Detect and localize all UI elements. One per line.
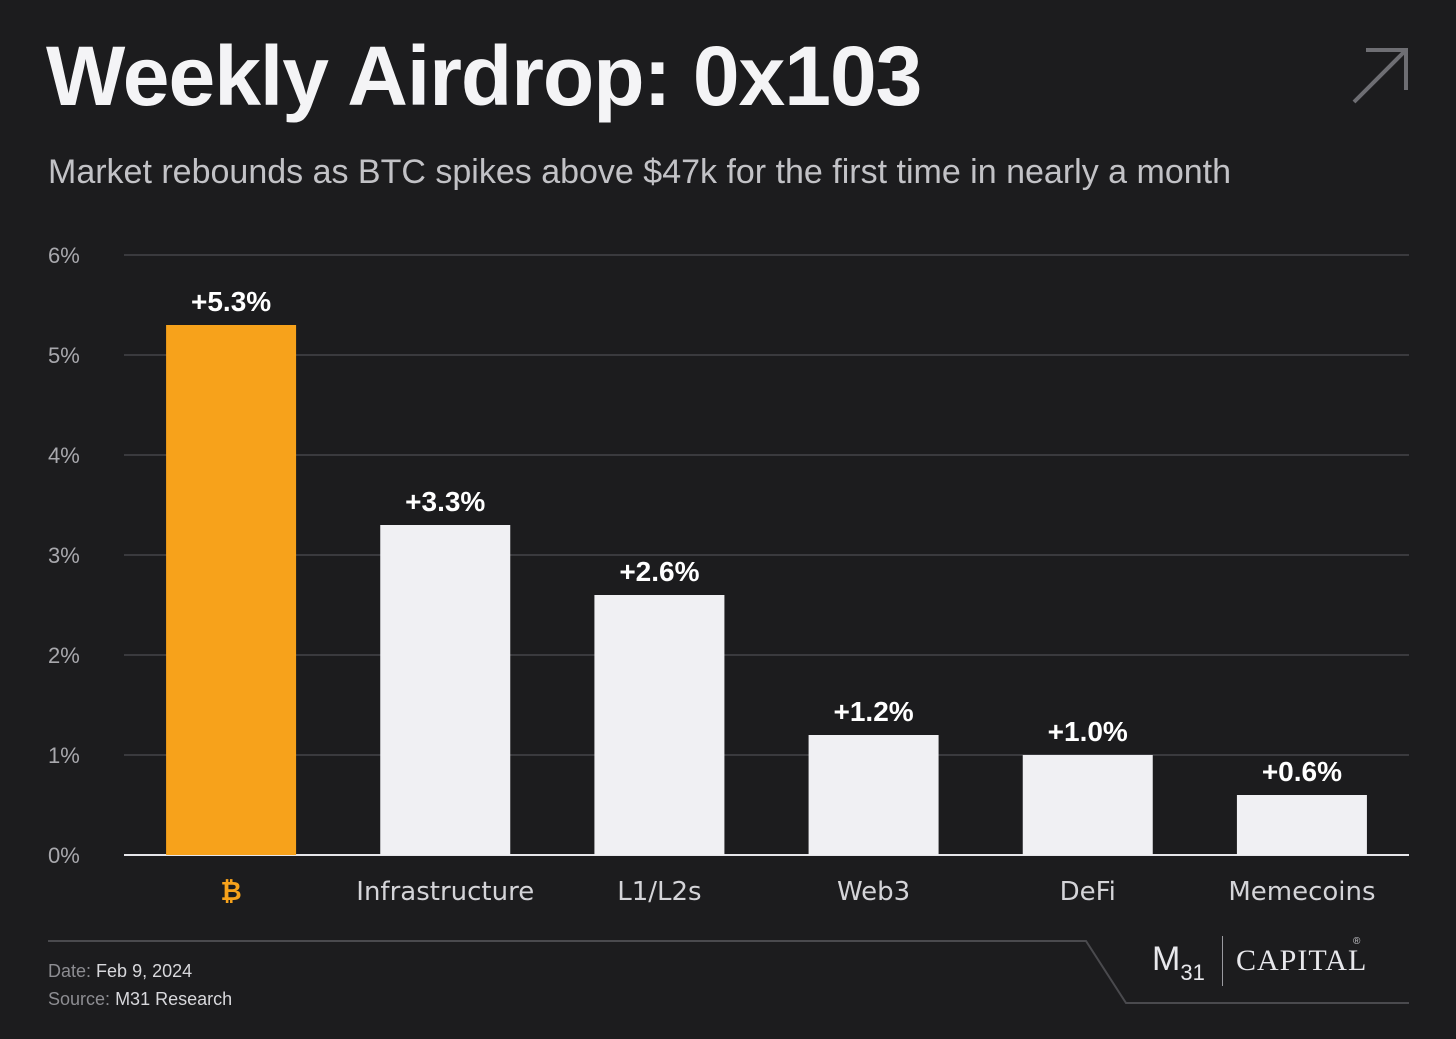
logo-divider xyxy=(1222,936,1223,986)
logo-sub: 31 xyxy=(1180,960,1205,985)
data-label: +5.3% xyxy=(191,286,271,317)
bar xyxy=(808,735,939,855)
data-label: +2.6% xyxy=(619,556,699,587)
y-tick-label: 4% xyxy=(48,443,80,468)
y-tick-label: 3% xyxy=(48,543,80,568)
logo-m: M xyxy=(1152,940,1181,978)
x-category-label: Web3 xyxy=(837,877,910,907)
source-value: M31 Research xyxy=(115,989,233,1009)
data-label: +3.3% xyxy=(405,486,485,517)
logo-m31: M31 xyxy=(1152,940,1205,986)
footer-source: Source: M31 Research xyxy=(48,989,232,1010)
arrow-up-right-icon xyxy=(1352,48,1408,104)
data-label: +1.0% xyxy=(1048,716,1128,747)
footer-date: Date: Feb 9, 2024 xyxy=(48,961,192,982)
date-value: Feb 9, 2024 xyxy=(96,961,193,981)
x-category-label: ₿ xyxy=(220,877,241,907)
x-category-label: Infrastructure xyxy=(356,877,534,907)
y-tick-label: 0% xyxy=(48,843,80,868)
bar xyxy=(166,325,297,855)
y-tick-label: 6% xyxy=(48,243,80,268)
bar xyxy=(380,525,511,855)
bar xyxy=(594,595,725,855)
bar xyxy=(1022,755,1153,855)
logo-capital: CAPITAL xyxy=(1236,944,1368,977)
page-subtitle: Market rebounds as BTC spikes above $47k… xyxy=(48,153,1231,191)
logo-registered-mark: ® xyxy=(1353,936,1361,947)
x-category-label: DeFi xyxy=(1060,877,1116,907)
bar xyxy=(1236,795,1367,855)
page-title: Weekly Airdrop: 0x103 xyxy=(46,29,922,123)
y-tick-label: 2% xyxy=(48,643,80,668)
data-label: +1.2% xyxy=(833,696,913,727)
data-label: +0.6% xyxy=(1262,756,1342,787)
y-tick-label: 1% xyxy=(48,743,80,768)
x-category-label: Memecoins xyxy=(1228,877,1375,907)
date-label: Date: xyxy=(48,961,92,981)
x-category-label: L1/L2s xyxy=(617,877,701,907)
source-label: Source: xyxy=(48,989,111,1009)
y-tick-label: 5% xyxy=(48,343,80,368)
